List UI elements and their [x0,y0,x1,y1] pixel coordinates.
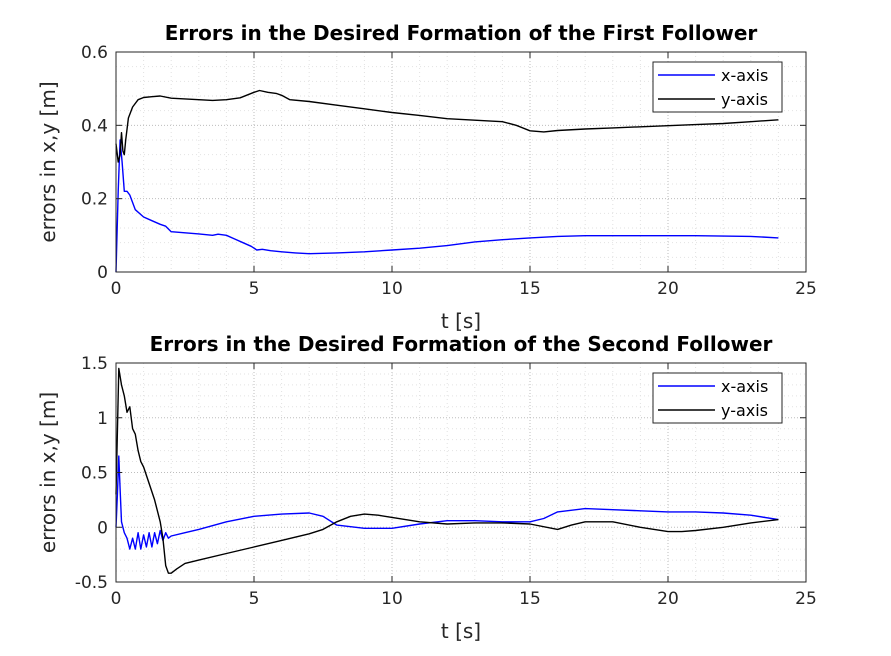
plot-area [115,89,779,273]
legend-label: x-axis [721,66,768,85]
chart-second-follower: Errors in the Desired Formation of the S… [36,332,817,643]
x-tick-label: 25 [795,589,817,609]
x-axis-label: t [s] [441,619,481,643]
legend-box [652,372,783,424]
y-tick-label: 1 [97,409,108,429]
x-tick-label: 10 [381,279,403,299]
y-tick-label: 0.2 [81,190,108,210]
legend: x-axis y-axis [652,372,783,424]
ticks: 0 5 10 15 20 25 0 0.2 0.4 0.6 [81,43,817,299]
chart-title: Errors in the Desired Formation of the F… [165,21,758,45]
y-tick-label: 0.4 [81,116,108,136]
plot-area [115,367,779,574]
legend-label: y-axis [721,401,768,420]
y-tick-label: -0.5 [75,573,108,593]
x-tick-label: 20 [657,279,679,299]
y-tick-label: 1.5 [81,354,108,374]
legend-label: y-axis [721,90,768,109]
x-tick-label: 0 [111,279,122,299]
x-axis-label: t [s] [441,309,481,333]
series-line-y-axis [115,89,779,163]
y-axis-label: errors in x,y [m] [36,81,60,242]
x-tick-label: 15 [519,589,541,609]
series-line-x-axis [115,139,779,273]
y-tick-label: 0.5 [81,464,108,484]
chart-first-follower: Errors in the Desired Formation of the F… [36,21,817,333]
chart-title: Errors in the Desired Formation of the S… [150,332,773,356]
x-tick-label: 10 [381,589,403,609]
y-tick-label: 0 [97,263,108,283]
series-line-y-axis [115,367,779,574]
x-tick-label: 0 [111,589,122,609]
y-tick-label: 0.6 [81,43,108,63]
x-tick-label: 25 [795,279,817,299]
legend: x-axis y-axis [652,61,783,113]
x-tick-label: 5 [249,589,260,609]
ticks: 0 5 10 15 20 25-0.500.511.5 [75,354,817,609]
x-tick-label: 5 [249,279,260,299]
x-tick-label: 20 [657,589,679,609]
x-tick-label: 15 [519,279,541,299]
y-tick-label: 0 [97,518,108,538]
y-axis-label: errors in x,y [m] [36,392,60,553]
series-line-x-axis [115,455,779,550]
axes-box [115,51,807,273]
legend-label: x-axis [721,377,768,396]
legend-box [652,61,783,113]
